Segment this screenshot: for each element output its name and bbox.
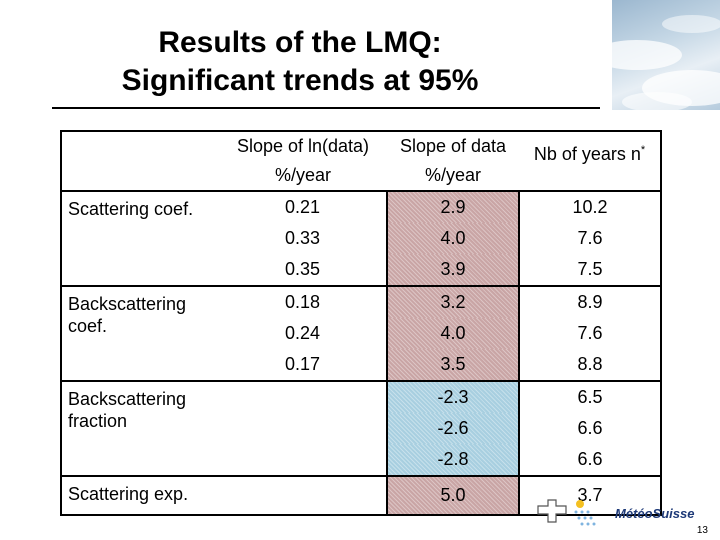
table-row: Scattering exp. 5.0 3.7 xyxy=(61,475,661,515)
cell-slope-ln: 0.35 xyxy=(284,259,321,279)
cell-slope-ln: 0.24 xyxy=(284,323,321,343)
title-underline xyxy=(52,107,600,109)
row-group-label: Backscattering coef. xyxy=(61,285,219,381)
title-line-2: Significant trends at 95% xyxy=(121,64,479,97)
cell-years: 6.6 xyxy=(577,449,603,469)
cell-slope-ln xyxy=(219,475,387,515)
cell-years: 8.8 xyxy=(577,354,603,374)
cell-slope-ln xyxy=(219,380,387,413)
row-group-label: Scattering exp. xyxy=(61,475,219,515)
header-slope-ln: Slope of ln(data) %/year xyxy=(219,131,387,191)
page-number: 13 xyxy=(696,525,708,536)
cell-slope-data: 4.0 xyxy=(386,223,520,254)
cell-slope-data: 3.9 xyxy=(386,254,520,286)
table-row: Scattering coef. 0.21 2.9 10.2 xyxy=(61,190,661,286)
header-slope-data: Slope of data %/year xyxy=(387,131,519,191)
header-slope-ln-line2: %/year xyxy=(274,165,332,185)
cell-years: 7.6 xyxy=(577,228,603,248)
cell-slope-data: 5.0 xyxy=(386,475,520,515)
cell-slope-data: 3.5 xyxy=(386,349,520,381)
table-row: 0.17 3.5 8.8 xyxy=(61,349,661,381)
cell-slope-ln: 0.21 xyxy=(219,190,387,223)
title-line-1: Results of the LMQ: xyxy=(158,26,442,59)
cell-years: 8.9 xyxy=(519,285,661,318)
header-years-sup: * xyxy=(640,144,646,156)
sun-rain-icon xyxy=(574,500,596,526)
header-empty xyxy=(61,131,219,191)
header-years-label: Nb of years n xyxy=(533,144,641,164)
cell-slope-data: 4.0 xyxy=(386,318,520,349)
cell-slope-ln: 0.33 xyxy=(284,228,321,248)
cell-years: 6.6 xyxy=(577,418,603,438)
header-years: Nb of years n* xyxy=(519,131,661,191)
header-slope-ln-line1: Slope of ln(data) xyxy=(236,136,370,156)
swiss-cross-icon xyxy=(537,499,567,523)
cell-slope-data: -2.8 xyxy=(386,444,520,476)
table-row: -2.8 6.6 xyxy=(61,444,661,476)
table-row: -2.6 6.6 xyxy=(61,413,661,444)
cell-slope-ln xyxy=(219,413,387,444)
cell-slope-ln: 0.18 xyxy=(219,285,387,318)
logo-text: MétéoSuisse xyxy=(615,506,695,521)
row-group-label: Backscattering fraction xyxy=(61,380,219,476)
cell-years: 7.5 xyxy=(577,259,603,279)
header-slope-data-line1: Slope of data xyxy=(399,136,507,156)
table-row: Backscattering fraction -2.3 6.5 xyxy=(61,380,661,476)
cell-slope-ln xyxy=(219,444,387,476)
slide-title: Results of the LMQ: Significant trends a… xyxy=(0,24,600,100)
cell-slope-data: -2.3 xyxy=(386,380,520,413)
cell-years: 7.6 xyxy=(577,323,603,343)
table-row: 0.24 4.0 7.6 xyxy=(61,318,661,349)
results-table: Slope of ln(data) %/year Slope of data %… xyxy=(60,130,662,516)
row-group-label: Scattering coef. xyxy=(61,190,219,286)
table-row: 0.33 4.0 7.6 xyxy=(61,223,661,254)
cell-years: 10.2 xyxy=(519,190,661,223)
cell-slope-ln: 0.17 xyxy=(284,354,321,374)
sky-photo xyxy=(612,0,720,110)
cell-slope-data: -2.6 xyxy=(386,413,520,444)
table-row: Backscattering coef. 0.18 3.2 8.9 xyxy=(61,285,661,381)
cell-slope-data: 2.9 xyxy=(386,190,520,223)
header-slope-data-line2: %/year xyxy=(424,165,482,185)
meteosuisse-logo xyxy=(537,499,596,526)
cell-years: 6.5 xyxy=(519,380,661,413)
table-row: 0.35 3.9 7.5 xyxy=(61,254,661,286)
cell-slope-data: 3.2 xyxy=(386,285,520,318)
